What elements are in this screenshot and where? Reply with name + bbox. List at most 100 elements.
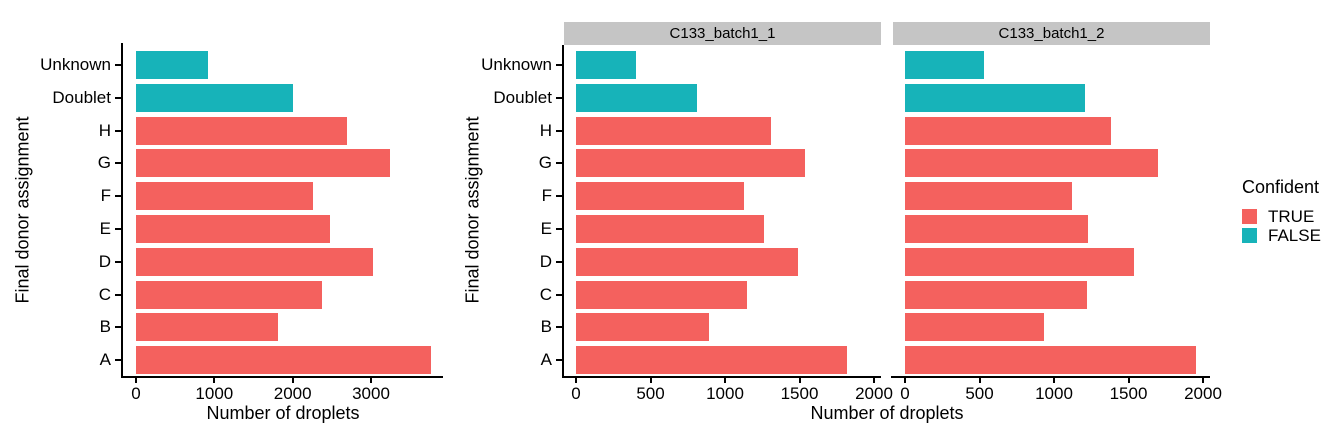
legend-swatch-false bbox=[1242, 228, 1257, 243]
x-axis-title-left: Number of droplets bbox=[206, 403, 360, 423]
x-tick-label: 1500 bbox=[780, 384, 819, 403]
x-tick-label: 3000 bbox=[352, 384, 390, 403]
bar-d bbox=[905, 247, 1134, 276]
y-tick-mark bbox=[115, 326, 121, 329]
bar-f bbox=[905, 182, 1072, 211]
x-tick-label: 1000 bbox=[706, 384, 744, 403]
facet-strip-batch1-2: C133_batch1_2 bbox=[893, 22, 1210, 45]
x-tick-mark bbox=[724, 377, 726, 383]
y-tick-mark bbox=[115, 96, 121, 99]
y-tick-mark bbox=[556, 359, 562, 362]
bar-e bbox=[576, 215, 764, 243]
y-cat-label-e: E bbox=[99, 219, 111, 238]
y-cat-label-a: A bbox=[540, 350, 552, 370]
bar-b bbox=[576, 313, 709, 342]
bar-doublet bbox=[136, 83, 293, 112]
x-tick-label: 0 bbox=[900, 384, 910, 403]
x-tick-label: 1000 bbox=[195, 384, 234, 403]
y-tick-mark bbox=[556, 129, 562, 132]
y-cat-label-c: C bbox=[539, 284, 552, 304]
bar-b bbox=[905, 313, 1044, 342]
bar-g bbox=[136, 149, 390, 178]
legend: Confident TRUE FALSE bbox=[1242, 177, 1321, 247]
bar-unknown bbox=[576, 51, 636, 79]
x-tick-mark bbox=[978, 377, 981, 383]
y-tick-mark bbox=[556, 228, 562, 230]
bar-c bbox=[905, 280, 1087, 309]
x-tick-mark bbox=[1053, 377, 1055, 383]
y-tick-mark bbox=[115, 359, 121, 362]
legend-label-false: FALSE bbox=[1268, 226, 1321, 245]
y-tick-mark bbox=[556, 64, 562, 66]
x-tick-mark bbox=[575, 377, 577, 383]
y-cat-label-h: H bbox=[98, 120, 111, 140]
y-tick-mark bbox=[556, 96, 562, 99]
bar-a bbox=[136, 346, 431, 375]
y-tick-mark bbox=[115, 129, 121, 132]
x-tick-mark bbox=[370, 377, 372, 383]
legend-swatch-true bbox=[1242, 209, 1257, 224]
bar-e bbox=[905, 215, 1088, 243]
x-tick-mark bbox=[291, 377, 294, 383]
y-cat-label-h: H bbox=[539, 120, 552, 140]
y-axis-title-right: Final donor assignment bbox=[462, 116, 483, 304]
bar-g bbox=[576, 149, 805, 178]
bar-unknown bbox=[905, 51, 984, 79]
x-tick-mark bbox=[1127, 377, 1130, 383]
bar-d bbox=[136, 247, 373, 276]
x-axis-line bbox=[121, 376, 443, 378]
y-tick-mark bbox=[556, 326, 562, 329]
bar-g bbox=[905, 149, 1158, 178]
y-cat-label-b: B bbox=[540, 317, 552, 337]
bar-unknown bbox=[136, 51, 208, 79]
bar-a bbox=[905, 346, 1196, 375]
bar-a bbox=[576, 346, 847, 375]
y-cat-label-f: F bbox=[541, 186, 552, 206]
x-tick-mark bbox=[873, 377, 875, 383]
x-tick-mark bbox=[798, 377, 801, 383]
y-cat-label-d: D bbox=[98, 251, 111, 271]
x-tick-label: 500 bbox=[965, 384, 994, 403]
y-tick-mark bbox=[115, 195, 121, 198]
y-cat-label-d: D bbox=[539, 251, 552, 271]
x-tick-label: 1500 bbox=[1109, 384, 1148, 403]
x-tick-mark bbox=[213, 377, 216, 383]
x-tick-label: 0 bbox=[571, 384, 581, 403]
x-axis-line bbox=[891, 376, 1210, 378]
y-tick-mark bbox=[556, 162, 562, 165]
y-axis-line bbox=[562, 45, 564, 378]
y-tick-mark bbox=[115, 293, 121, 296]
x-tick-label: 2000 bbox=[273, 384, 312, 403]
y-cat-label-g: G bbox=[538, 153, 552, 173]
x-tick-mark bbox=[649, 377, 652, 383]
y-cat-label-doublet: Doublet bbox=[493, 87, 552, 107]
y-tick-mark bbox=[115, 228, 121, 230]
y-cat-label-unknown: Unknown bbox=[481, 55, 552, 74]
bar-c bbox=[136, 280, 322, 309]
y-cat-label-c: C bbox=[98, 284, 111, 304]
bar-f bbox=[136, 182, 313, 211]
x-tick-label: 1000 bbox=[1035, 384, 1073, 403]
y-cat-label-doublet: Doublet bbox=[52, 87, 111, 107]
legend-entry-false: FALSE bbox=[1242, 226, 1321, 245]
x-axis-title-right: Number of droplets bbox=[810, 403, 964, 423]
bar-e bbox=[136, 215, 330, 243]
y-cat-label-e: E bbox=[540, 219, 552, 238]
y-axis-line bbox=[121, 43, 123, 378]
y-tick-mark bbox=[556, 260, 562, 263]
y-cat-label-a: A bbox=[99, 350, 111, 370]
y-tick-mark bbox=[556, 293, 562, 296]
bar-doublet bbox=[905, 83, 1085, 112]
y-cat-label-unknown: Unknown bbox=[40, 55, 111, 74]
legend-title: Confident bbox=[1242, 177, 1320, 197]
x-tick-mark bbox=[1202, 377, 1204, 383]
bar-b bbox=[136, 313, 278, 342]
bar-c bbox=[576, 280, 747, 309]
facet-strip-batch1-1: C133_batch1_1 bbox=[564, 22, 881, 45]
bar-h bbox=[136, 116, 347, 145]
bar-doublet bbox=[576, 83, 697, 112]
y-cat-label-g: G bbox=[97, 153, 111, 173]
y-tick-mark bbox=[556, 195, 562, 198]
x-tick-mark bbox=[904, 377, 906, 383]
